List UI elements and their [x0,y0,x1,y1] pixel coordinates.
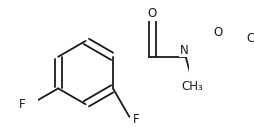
Text: CH₃: CH₃ [247,32,254,45]
Text: O: O [213,26,223,39]
Text: N: N [180,44,189,57]
Text: CH₃: CH₃ [181,80,203,93]
Text: F: F [133,113,140,126]
Text: F: F [19,98,25,111]
Text: O: O [148,7,157,20]
